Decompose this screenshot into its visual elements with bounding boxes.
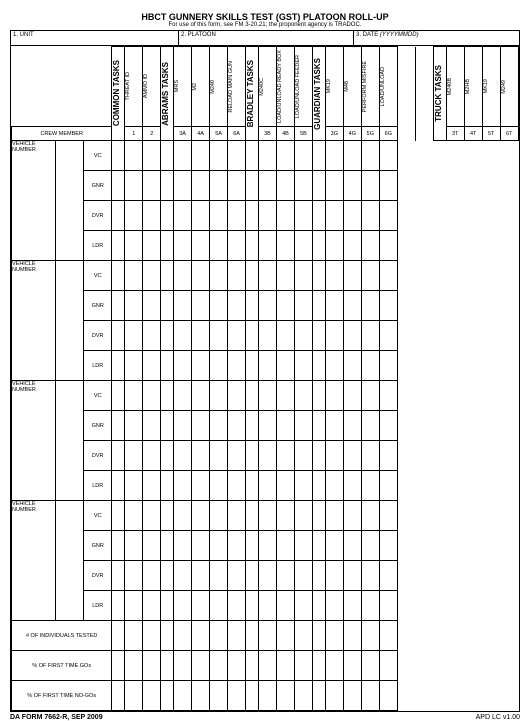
vehicle-row[interactable]: LDR	[12, 591, 519, 621]
role-cell: GNR	[84, 411, 112, 441]
vehicle-number-cell[interactable]: VEHICLE NUMBER	[12, 261, 56, 381]
role-cell: LDR	[84, 351, 112, 381]
group-guardian: GUARDIAN TASKS	[313, 58, 322, 130]
col-readybox: LOAD/UNLOAD READY BOX	[277, 50, 283, 123]
column-header-row: COMMON TASKS THREAT ID AMMO ID ABRAMS TA…	[12, 47, 519, 127]
vehicle-row[interactable]: VEHICLE NUMBERVC	[12, 261, 519, 291]
role-cell: LDR	[84, 591, 112, 621]
role-cell: VC	[84, 141, 112, 171]
col-mk19g: MK19	[326, 79, 332, 93]
role-cell: DVR	[84, 561, 112, 591]
summary-row: % OF FIRST TIME NO-GOs	[12, 681, 519, 711]
summary-row: # OF INDIVIDUALS TESTED	[12, 621, 519, 651]
col-mrs: MRS	[174, 80, 180, 92]
col-m249: M249	[501, 80, 507, 94]
vehicle-number-cell[interactable]: VEHICLE NUMBER	[12, 381, 56, 501]
vehicle-row[interactable]: LDR	[12, 471, 519, 501]
vehicle-row[interactable]: VEHICLE NUMBERVC	[12, 141, 519, 171]
col-m240c: M240C	[259, 78, 265, 96]
vehicle-row[interactable]: GNR	[12, 531, 519, 561]
role-cell: VC	[84, 261, 112, 291]
role-cell: GNR	[84, 291, 112, 321]
col-m2hb: M2HB	[465, 79, 471, 94]
role-cell: LDR	[84, 471, 112, 501]
crew-member-label: CREW MEMBER	[12, 127, 112, 141]
col-feeder: LOAD/UNLOAD FEEDER	[295, 55, 301, 118]
vehicle-row[interactable]: DVR	[12, 201, 519, 231]
vehicle-row[interactable]: DVR	[12, 441, 519, 471]
col-reload: RELOAD MAIN GUN	[228, 61, 234, 113]
vehicle-row[interactable]: VEHICLE NUMBERVC	[12, 381, 519, 411]
summary-row: % OF FIRST TIME GOs	[12, 651, 519, 681]
role-cell: VC	[84, 381, 112, 411]
vehicle-number-input[interactable]	[55, 501, 83, 621]
form-subtitle: For use of this form, see FM 3-20.21; th…	[10, 22, 520, 28]
vehicle-number-cell[interactable]: VEHICLE NUMBER	[12, 501, 56, 621]
vehicle-row[interactable]: GNR	[12, 291, 519, 321]
role-cell: DVR	[84, 321, 112, 351]
form-title: HBCT GUNNERY SKILLS TEST (GST) PLATOON R…	[10, 12, 520, 22]
role-cell: DVR	[84, 201, 112, 231]
role-cell: LDR	[84, 231, 112, 261]
group-truck: TRUCK TASKS	[434, 65, 443, 122]
vehicle-row[interactable]: LDR	[12, 351, 519, 381]
col-m2: M2	[192, 83, 198, 91]
vehicle-row[interactable]: DVR	[12, 321, 519, 351]
vehicle-row[interactable]: GNR	[12, 171, 519, 201]
role-cell: GNR	[84, 531, 112, 561]
col-mk19t: MK19	[483, 79, 489, 93]
col-misfire: PERFORM MISFIRE	[362, 61, 368, 112]
col-m240b: M240B	[447, 78, 453, 95]
col-threat-id: THREAT ID	[125, 72, 131, 101]
group-abrams: ABRAMS TASKS	[161, 62, 170, 126]
col-loadunload: LOAD/UNLOAD	[380, 67, 386, 106]
role-cell: DVR	[84, 441, 112, 471]
header-row: 1. UNIT 2. PLATOON 3. DATE (YYYYMMDD)	[11, 31, 519, 46]
vehicle-number-input[interactable]	[55, 261, 83, 381]
platoon-cell[interactable]: 2. PLATOON	[179, 31, 354, 45]
apd-version: APD LC v1.00	[476, 714, 520, 721]
role-cell: VC	[84, 501, 112, 531]
vehicle-number-input[interactable]	[55, 141, 83, 261]
form-number: DA FORM 7662-R, SEP 2009	[10, 714, 103, 721]
main-grid: COMMON TASKS THREAT ID AMMO ID ABRAMS TA…	[11, 46, 519, 711]
role-cell: GNR	[84, 171, 112, 201]
vehicle-row[interactable]: DVR	[12, 561, 519, 591]
col-ammo-id: AMMO ID	[143, 74, 149, 98]
group-bradley: BRADLEY TASKS	[246, 60, 255, 127]
col-m48: M48	[344, 81, 350, 92]
group-common: COMMON TASKS	[112, 60, 121, 126]
vehicle-row[interactable]: LDR	[12, 231, 519, 261]
vehicle-number-input[interactable]	[55, 381, 83, 501]
vehicle-row[interactable]: GNR	[12, 411, 519, 441]
unit-cell[interactable]: 1. UNIT	[11, 31, 179, 45]
vehicle-row[interactable]: VEHICLE NUMBERVC	[12, 501, 519, 531]
col-m240: M240	[210, 80, 216, 94]
date-cell[interactable]: 3. DATE (YYYYMMDD)	[354, 31, 519, 45]
vehicle-number-cell[interactable]: VEHICLE NUMBER	[12, 141, 56, 261]
